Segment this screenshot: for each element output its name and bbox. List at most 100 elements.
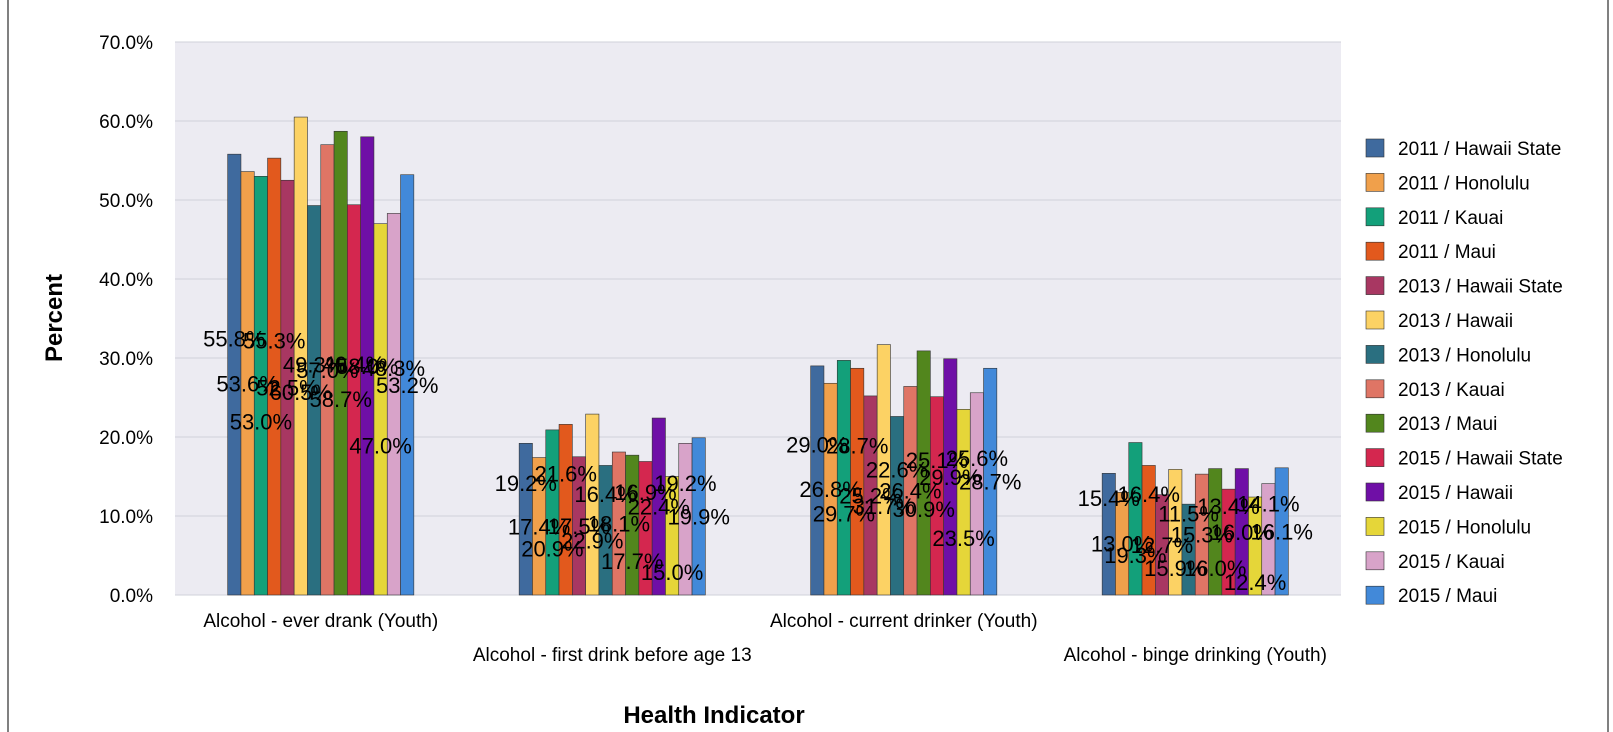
y-tick-label: 20.0% [99,428,153,449]
data-label: 21.6% [535,462,597,487]
bar [545,429,560,596]
bar [956,409,971,596]
legend-item: 2015 / Hawaii [1365,482,1513,504]
data-label: 15.0% [641,560,703,585]
data-label: 12.7% [1131,533,1193,558]
category-labels: Alcohol - ever drank (Youth) Alcohol - fi… [203,611,1327,666]
data-label: 12.4% [1224,570,1286,595]
legend-swatch [1365,482,1385,502]
bar [691,437,706,596]
legend-label: 2013 / Hawaii [1398,311,1513,332]
data-label: 17.5% [548,514,610,539]
data-label: 49.4% [323,352,385,377]
data-label: 20.9% [521,536,583,561]
legend-label: 2013 / Kauai [1398,380,1505,401]
legend-swatch [1365,241,1385,261]
data-label: 49.3% [283,352,345,377]
data-label: 13.0% [1091,532,1153,557]
data-label: 19.3% [1104,543,1166,568]
data-label: 16.4% [574,482,636,507]
data-label: 29.7% [813,502,875,527]
data-label: 55.3% [243,329,305,354]
data-label: 19.2% [654,471,716,496]
legend-swatch [1365,517,1385,536]
legend-swatch [1365,345,1385,364]
y-tick-label: 60.0% [99,112,153,133]
x-category-label: Alcohol - current drinker (Youth) [770,611,1038,632]
data-label: 30.9% [893,497,955,522]
data-label: 53.0% [230,410,292,435]
legend-label: 2011 / Kauai [1398,208,1503,229]
legend-item: 2011 / Maui [1365,241,1496,263]
legend-item: 2013 / Maui [1365,413,1497,435]
legend: 2011 / Hawaii State 2011 / Honolulu 2011 /… [1365,138,1563,607]
data-label: 16.4% [1118,482,1180,507]
y-tick-label: 0.0% [110,586,153,607]
data-label: 25.1% [906,448,968,473]
legend-swatch [1365,413,1385,433]
bar [1274,467,1289,596]
x-category-label: Alcohol - binge drinking (Youth) [1064,645,1327,666]
legend-label: 2013 / Maui [1398,414,1497,435]
legend-item: 2011 / Kauai [1365,207,1503,229]
data-label: 11.5% [1158,502,1219,527]
data-label: 22.9% [561,529,623,554]
legend-swatch [1365,310,1385,330]
legend-item: 2013 / Hawaii [1365,310,1513,332]
legend-item: 2013 / Kauai [1365,379,1505,401]
bar [1128,442,1143,596]
data-label: 28.7% [826,434,888,459]
data-label: 28.7% [959,470,1021,495]
legend-item: 2015 / Honolulu [1365,517,1531,538]
data-label: 13.4% [1197,494,1259,519]
data-label: 48.3% [363,356,425,381]
legend-label: 2015 / Hawaii State [1398,449,1563,470]
data-label: 31.7% [853,494,915,519]
data-label: 19.2% [495,471,557,496]
data-label: 25.6% [946,446,1008,471]
data-labels: 55.8% 53.6% 53.0% 55.3% 52.5%60.5% 49.3%57.0%… [203,327,1313,595]
data-label: 26.8% [799,477,861,502]
x-axis-title: Health Indicator [623,702,804,729]
data-label: 60.5% [270,380,332,405]
legend-label: 2011 / Maui [1398,242,1496,263]
legend-item: 2011 / Honolulu [1365,173,1530,194]
data-label: 58.0% [336,354,398,379]
data-label: 17.4% [508,514,570,539]
legend-item: 2013 / Hawaii State [1365,276,1563,298]
data-label: 53.2% [376,373,438,398]
legend-swatch [1365,448,1385,467]
legend-label: 2011 / Hawaii State [1398,139,1561,160]
legend-item: 2011 / Hawaii State [1365,138,1561,160]
legend-swatch [1365,138,1385,158]
bars [227,116,1289,596]
y-tick-label: 40.0% [99,270,153,291]
legend-item: 2015 / Kauai [1365,551,1505,573]
data-label: 19.9% [668,504,730,529]
legend-swatch [1365,585,1385,605]
data-label: 15.9% [1144,556,1206,581]
x-category-label: Alcohol - ever drank (Youth) [203,611,438,632]
data-label: 16.1% [1251,519,1313,544]
legend-swatch [1365,173,1385,192]
data-label: 53.6% [216,371,278,396]
bar [558,424,573,596]
legend-label: 2015 / Honolulu [1398,517,1531,538]
data-label: 26.4% [879,479,941,504]
data-label: 14.1% [1237,491,1299,516]
legend-swatch [1365,276,1385,295]
y-tick-label: 10.0% [99,507,153,528]
legend-label: 2013 / Hawaii State [1398,277,1563,298]
data-label: 58.7% [310,387,372,412]
x-category-label: Alcohol - first drink before age 13 [473,645,752,666]
y-tick-label: 50.0% [99,191,153,212]
data-label: 29.9% [919,465,981,490]
legend-swatch [1365,551,1385,571]
data-label: 52.5% [256,376,318,401]
legend-label: 2015 / Kauai [1398,552,1505,573]
data-label: 47.0% [349,433,411,458]
data-label: 23.5% [932,526,994,551]
data-label: 55.8% [203,327,265,352]
legend-item: 2015 / Hawaii State [1365,448,1563,470]
